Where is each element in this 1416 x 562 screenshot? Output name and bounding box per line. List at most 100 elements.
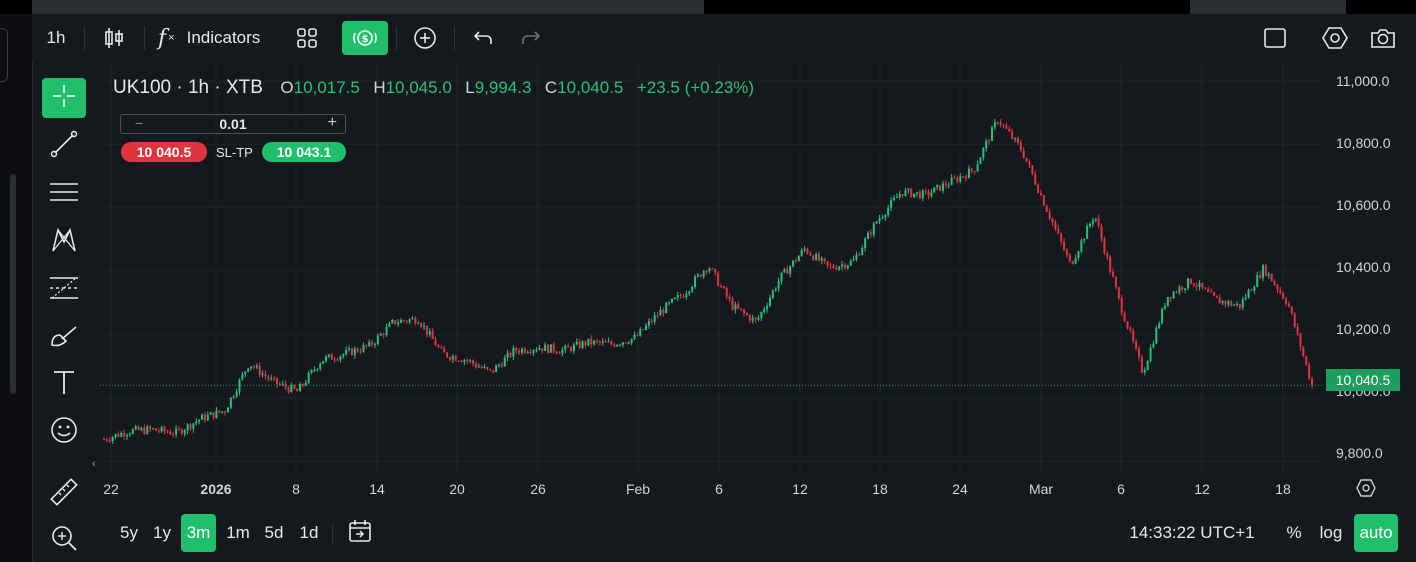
sl-tp-label[interactable]: SL-TP xyxy=(216,145,253,160)
range-5d-button[interactable]: 5d xyxy=(264,523,284,542)
candle-body xyxy=(157,430,160,432)
fib-tool[interactable] xyxy=(42,270,86,310)
range-3m-button[interactable]: 3m xyxy=(181,514,216,552)
toolbar-divider xyxy=(84,26,85,50)
candle-body xyxy=(523,348,526,353)
candle-body xyxy=(500,364,503,367)
range-5y-button[interactable]: 5y xyxy=(120,523,138,542)
chart-type-button[interactable] xyxy=(98,21,130,55)
candle-body xyxy=(535,349,538,351)
candle-body xyxy=(278,384,281,386)
crosshair-tool[interactable] xyxy=(42,78,86,118)
candle-body xyxy=(506,352,509,358)
scroll-left-icon[interactable]: ‹ xyxy=(92,458,96,470)
candle-body xyxy=(653,315,656,322)
candle-body xyxy=(1155,327,1158,344)
close-value: 10,040.5 xyxy=(557,78,624,97)
panel-toggle-button[interactable] xyxy=(0,28,8,82)
candle-body xyxy=(985,140,988,149)
date-range-button[interactable] xyxy=(344,514,376,552)
panel-scrollbar[interactable] xyxy=(10,174,16,394)
layout-button[interactable] xyxy=(290,21,324,55)
percent-scale-button[interactable]: % xyxy=(1286,523,1302,542)
time-axis-label: Feb xyxy=(625,481,651,497)
candle-body xyxy=(1253,286,1256,291)
candle-body xyxy=(359,351,362,353)
price-chart[interactable] xyxy=(100,62,1324,474)
zoom-tool[interactable] xyxy=(42,520,86,560)
candle-body xyxy=(1022,150,1025,158)
lot-decrease-button[interactable]: − xyxy=(135,115,144,131)
lot-increase-button[interactable]: + xyxy=(327,114,337,131)
auto-scale-button[interactable]: auto xyxy=(1354,514,1398,552)
candle-body xyxy=(1264,265,1267,276)
time-axis-label: Mar xyxy=(1028,481,1054,497)
candle-body xyxy=(731,299,734,310)
candle-body xyxy=(973,171,976,173)
trade-button[interactable]: $ xyxy=(342,21,388,55)
sell-button[interactable]: 10 040.5 xyxy=(121,142,207,162)
price-axis[interactable]: 11,000.0 10,800.0 10,600.0 10,400.0 10,2… xyxy=(1324,62,1416,474)
candle-body xyxy=(552,344,555,352)
candle-body xyxy=(209,412,212,415)
trendline-tool[interactable] xyxy=(42,126,86,166)
candle-body xyxy=(103,439,105,441)
redo-button[interactable] xyxy=(514,21,548,55)
candle-body xyxy=(374,343,377,345)
candle-body xyxy=(149,426,152,429)
candle-body xyxy=(538,348,541,350)
add-button[interactable] xyxy=(408,21,442,55)
range-1d-button[interactable]: 1d xyxy=(299,523,319,542)
fullscreen-button[interactable] xyxy=(1258,21,1292,55)
candle-body xyxy=(1259,274,1262,278)
candle-body xyxy=(1244,297,1247,300)
candle-body xyxy=(1192,283,1195,286)
candle-body xyxy=(575,341,578,345)
candle-body xyxy=(275,378,278,385)
candle-body xyxy=(714,268,717,273)
time-axis-label: 18 xyxy=(872,481,888,497)
toolbar-divider xyxy=(144,26,145,50)
candle-body xyxy=(244,371,247,375)
time-axis-label: 6 xyxy=(1117,481,1125,497)
undo-button[interactable] xyxy=(466,21,500,55)
time-axis[interactable]: 22 2026 8 14 20 26 Feb 6 12 18 24 Mar 6 … xyxy=(100,474,1324,504)
channel-tool[interactable] xyxy=(42,174,86,214)
screenshot-button[interactable] xyxy=(1366,21,1400,55)
candle-body xyxy=(558,352,561,354)
candle-body xyxy=(120,432,123,437)
text-tool[interactable] xyxy=(42,364,86,404)
candle-body xyxy=(1161,308,1164,324)
axis-settings-button[interactable] xyxy=(1356,479,1376,502)
ruler-tool[interactable] xyxy=(42,474,86,514)
candle-body xyxy=(740,308,743,310)
range-1y-button[interactable]: 1y xyxy=(153,523,171,542)
indicators-button[interactable]: f × Indicators xyxy=(158,21,278,55)
range-1m-button[interactable]: 1m xyxy=(226,523,250,542)
candle-body xyxy=(146,426,149,434)
candle-body xyxy=(486,366,489,369)
chart-legend: UK100 · 1h · XTB O10,017.5 H10,045.0 L9,… xyxy=(113,77,754,99)
clock-timezone[interactable]: 14:33:22 UTC+1 xyxy=(1129,523,1255,542)
candle-body xyxy=(1143,370,1146,373)
time-axis-label: 24 xyxy=(952,481,968,497)
candle-body xyxy=(861,247,864,255)
candle-body xyxy=(1138,348,1141,358)
buy-button[interactable]: 10 043.1 xyxy=(262,142,346,162)
lot-size-stepper[interactable]: − 0.01 + xyxy=(120,114,346,134)
candle-body xyxy=(229,397,232,408)
log-scale-button[interactable]: log xyxy=(1319,523,1343,542)
candle-body xyxy=(1016,137,1019,143)
price-axis-label: 9,800.0 xyxy=(1336,445,1383,461)
brush-tool[interactable] xyxy=(42,318,86,358)
candle-body xyxy=(1236,303,1239,305)
candle-body xyxy=(927,191,930,196)
candle-body xyxy=(1296,326,1299,334)
emoji-tool[interactable] xyxy=(42,412,86,452)
timeframe-button[interactable]: 1h xyxy=(40,21,72,55)
settings-button[interactable] xyxy=(1318,21,1352,55)
toolbar-divider xyxy=(454,26,455,50)
candle-body xyxy=(509,352,512,357)
pattern-tool[interactable] xyxy=(42,222,86,262)
candle-body xyxy=(549,344,552,353)
